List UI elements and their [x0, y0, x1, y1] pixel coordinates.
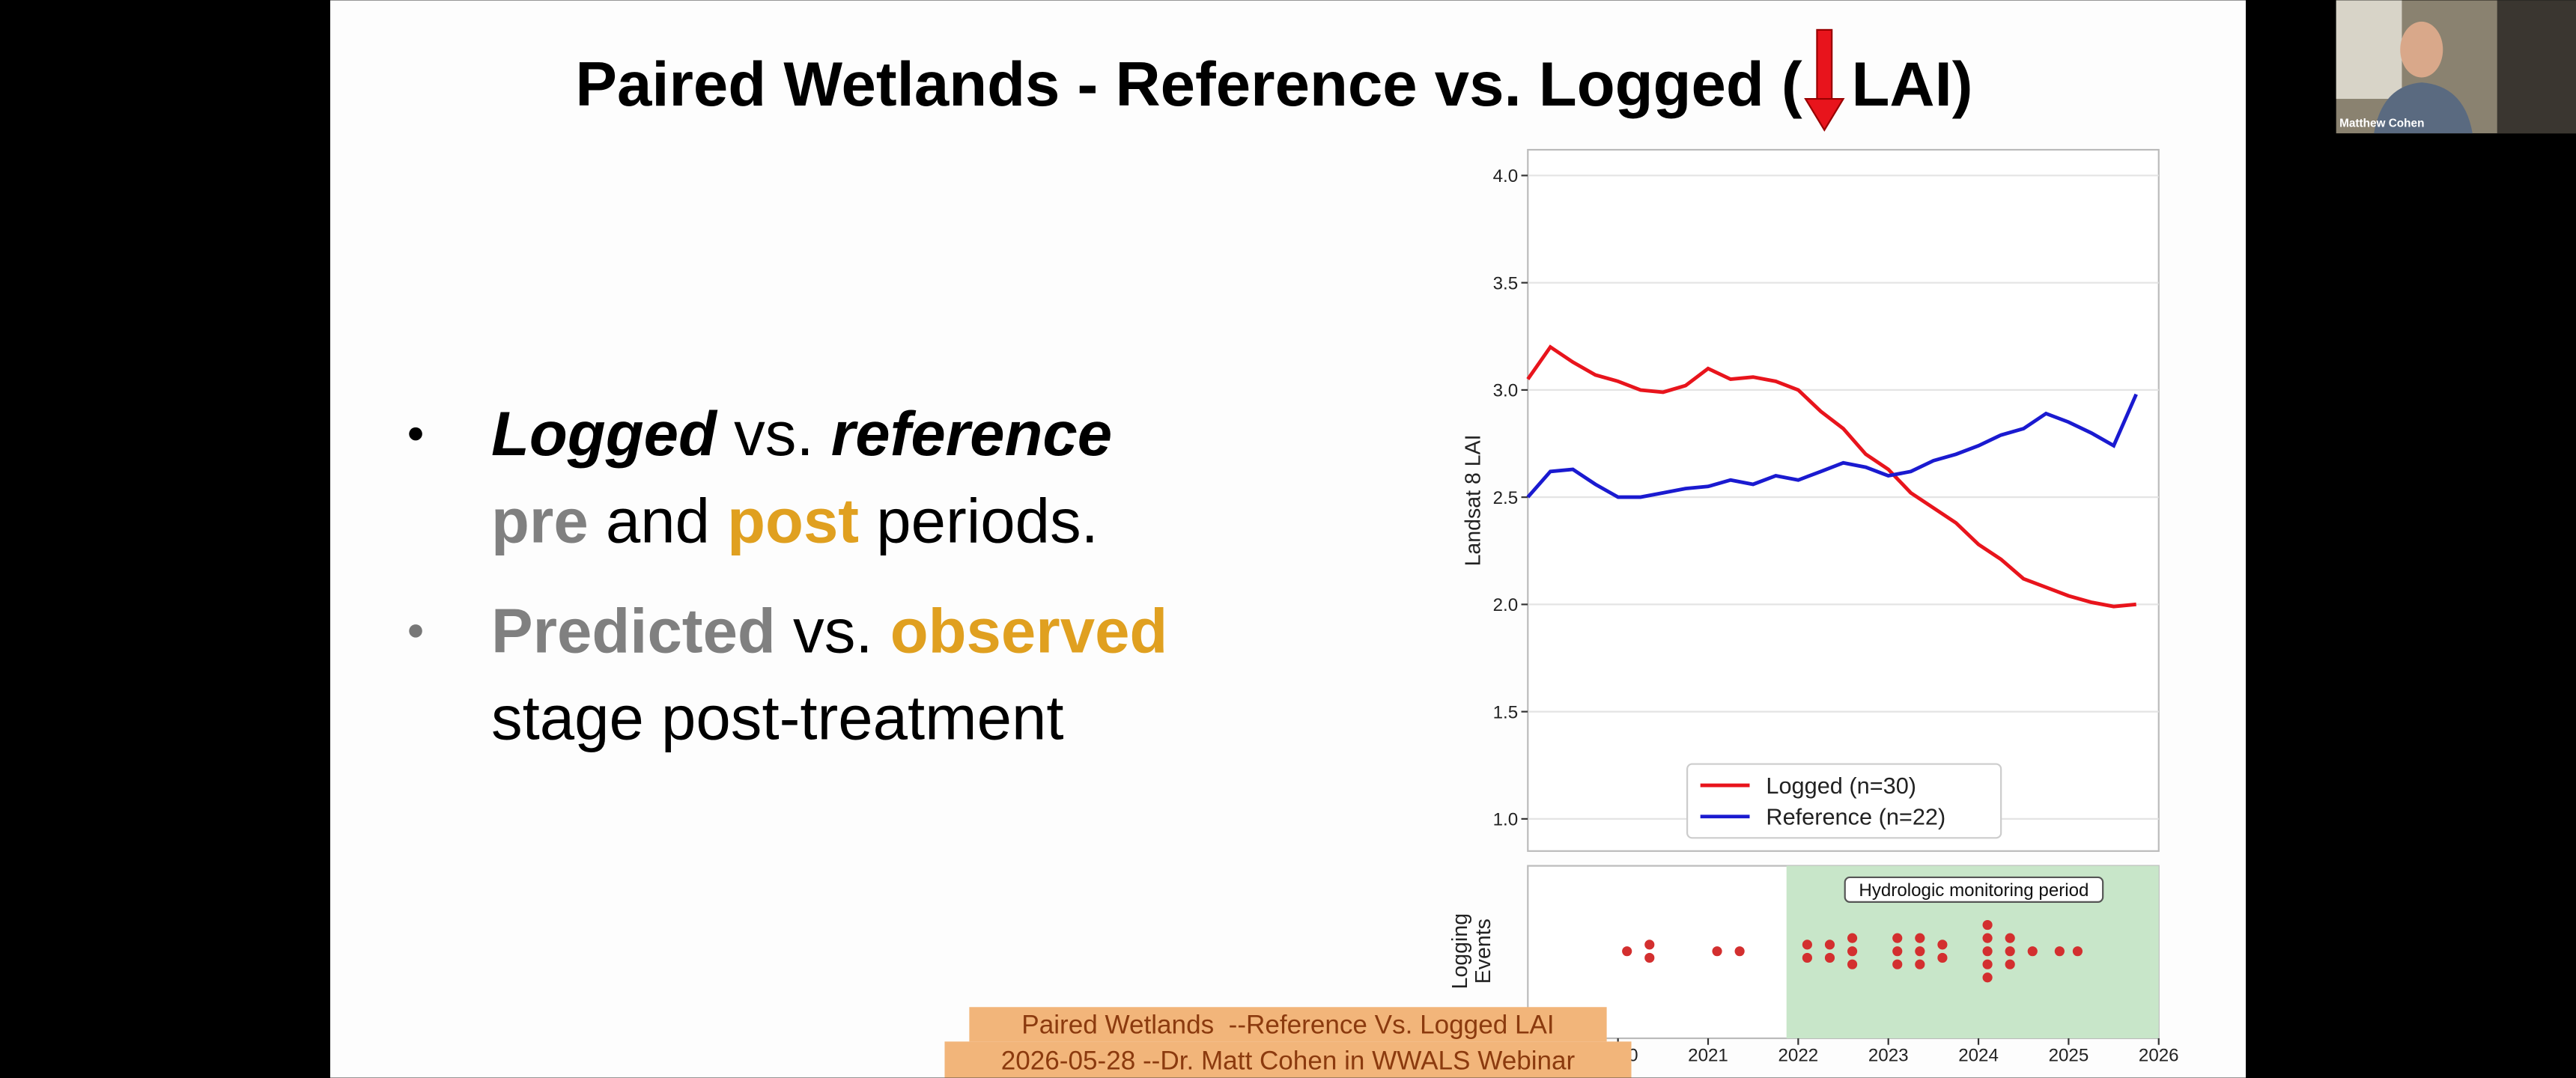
- annotation: Hydrologic monitoring period: [1859, 880, 2089, 901]
- x-tick-label: 2026: [2139, 1046, 2179, 1066]
- event-dot: [1644, 952, 1655, 963]
- legend-box: [1686, 763, 2002, 839]
- y-axis-label: Events: [1471, 919, 1495, 984]
- run: and: [589, 486, 727, 555]
- participant-name: Matthew Cohen: [2339, 117, 2424, 130]
- bullets: Logged vs. reference pre and post period…: [409, 399, 1167, 753]
- run: vs.: [717, 399, 831, 469]
- run: observed: [890, 596, 1168, 666]
- event-dot: [1712, 946, 1722, 957]
- bullet-text: Predicted vs. observed: [491, 596, 1167, 666]
- event-dot: [1982, 946, 1993, 957]
- bullet-dot: [409, 624, 422, 638]
- bullet-text: stage post-treatment: [491, 683, 1064, 753]
- x-tick-label: 2024: [1958, 1046, 1999, 1066]
- event-dot: [1802, 940, 1812, 950]
- caption-box: [944, 1041, 1632, 1078]
- event-dot: [1937, 940, 1948, 950]
- event-dot: [1892, 959, 1903, 969]
- run: periods.: [859, 486, 1099, 555]
- event-dot: [2005, 933, 2015, 943]
- x-tick-label: 2023: [1868, 1046, 1909, 1066]
- event-dot: [1644, 940, 1655, 950]
- x-tick-label: 2025: [2049, 1046, 2089, 1066]
- y-tick-label: 2.0: [1493, 595, 1519, 615]
- run: reference: [831, 399, 1112, 469]
- event-dot: [1937, 952, 1948, 963]
- annotation-box: [1844, 876, 2104, 903]
- event-dot: [2072, 946, 2083, 957]
- bullet-text: pre and post periods.: [491, 486, 1099, 555]
- legend-label: Reference (n=22): [1766, 804, 1945, 830]
- x-tick-label: 2022: [1778, 1046, 1819, 1066]
- bullet-text: Logged vs. reference: [491, 399, 1112, 469]
- legend: Logged (n=30) Reference (n=22): [1686, 763, 2002, 839]
- down-arrow: [1804, 28, 1845, 132]
- y-tick-label: 4.0: [1493, 166, 1519, 186]
- caption-line: 2026-05-28 --Dr. Matt Cohen in WWALS Web…: [1001, 1047, 1576, 1076]
- event-dot: [1847, 933, 1858, 943]
- event-dot: [2005, 959, 2015, 969]
- legend-label: Logged (n=30): [1766, 773, 1916, 799]
- event-dot: [2005, 946, 2015, 957]
- event-dot: [1982, 933, 1993, 943]
- event-dot: [1734, 946, 1745, 957]
- event-dot: [2027, 946, 2038, 957]
- event-dot: [2054, 946, 2065, 957]
- slide-title: LAI): [1852, 49, 1973, 119]
- slide-title: Paired Wetlands - Reference vs. Logged (: [575, 49, 1802, 119]
- run: pre: [491, 486, 589, 555]
- x-tick-label: 2021: [1688, 1046, 1728, 1066]
- event-dot: [1802, 952, 1812, 963]
- plot-area: [1527, 148, 2160, 852]
- y-axis-label: Landsat 8 LAI: [1462, 434, 1486, 566]
- y-tick-label: 1.5: [1493, 702, 1519, 722]
- y-tick-label: 1.0: [1493, 810, 1519, 830]
- run: post: [727, 486, 859, 555]
- charts: 1.0 1.5 2.0 2.5 3.0 3.5 4.0 Landsat 8 LAI Logged…: [1448, 148, 2179, 1066]
- event-dot: [1982, 972, 1993, 983]
- event-dot: [1982, 959, 1993, 969]
- participant-video: Matthew Cohen: [2336, 0, 2576, 134]
- event-dot: [1915, 933, 1925, 943]
- caption: Paired Wetlands --Reference Vs. Logged L…: [944, 1007, 1632, 1078]
- caption-box: [969, 1007, 1607, 1042]
- event-dot: [1892, 933, 1903, 943]
- event-dot: [1847, 959, 1858, 969]
- bullet-dot: [409, 427, 422, 441]
- series-line: [1526, 393, 2138, 499]
- y-axis-label: Logging: [1448, 913, 1472, 990]
- event-dot: [1915, 946, 1925, 957]
- run: Predicted: [491, 596, 776, 666]
- y-tick-label: 2.5: [1493, 488, 1519, 508]
- run: stage post-treatment: [491, 683, 1064, 753]
- run: vs.: [776, 596, 890, 666]
- event-dot: [1622, 946, 1632, 957]
- event-dot: [1824, 952, 1835, 963]
- run: Logged: [491, 399, 718, 469]
- y-tick-label: 3.0: [1493, 381, 1519, 401]
- y-tick-label: 3.5: [1493, 273, 1519, 293]
- event-dot: [1982, 919, 1993, 931]
- event-dot: [1847, 946, 1858, 957]
- event-dot: [1915, 959, 1925, 969]
- event-dot: [1824, 940, 1835, 950]
- caption-line: Paired Wetlands --Reference Vs. Logged L…: [1021, 1010, 1554, 1039]
- event-dot: [1892, 946, 1903, 957]
- series-line: [1526, 344, 2136, 609]
